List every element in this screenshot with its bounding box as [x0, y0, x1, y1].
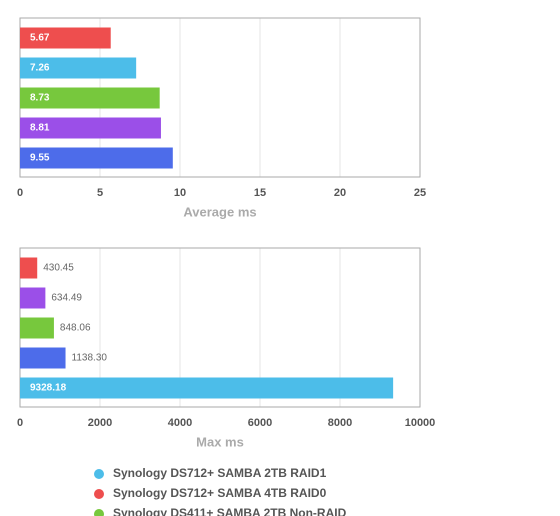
value-label: 8.81	[30, 123, 50, 134]
bar	[20, 57, 137, 79]
legend-label: Synology DS712+ SAMBA 4TB RAID0	[113, 486, 327, 500]
value-label: 430.45	[43, 263, 74, 274]
bar	[20, 377, 394, 399]
x-tick-label: 8000	[328, 417, 352, 429]
bar	[20, 257, 38, 279]
x-axis-title: Max ms	[196, 434, 244, 449]
x-tick-label: 4000	[168, 417, 192, 429]
value-label: 9328.18	[30, 383, 67, 394]
value-label: 7.26	[30, 63, 50, 74]
x-tick-label: 10	[174, 187, 186, 199]
legend-label: Synology DS712+ SAMBA 2TB RAID1	[113, 466, 327, 480]
bar	[20, 347, 66, 369]
legend-marker	[94, 509, 104, 516]
bar	[20, 117, 161, 139]
x-tick-label: 10000	[405, 417, 436, 429]
bar	[20, 27, 111, 49]
x-tick-label: 15	[254, 187, 266, 199]
x-axis-title: Average ms	[183, 204, 256, 219]
bar	[20, 87, 160, 109]
x-tick-label: 2000	[88, 417, 112, 429]
bar	[20, 317, 54, 339]
bar	[20, 147, 173, 169]
x-tick-label: 0	[17, 417, 23, 429]
value-label: 9.55	[30, 153, 50, 164]
x-tick-label: 6000	[248, 417, 272, 429]
x-tick-label: 0	[17, 187, 23, 199]
legend-marker	[94, 489, 104, 499]
value-label: 8.73	[30, 93, 50, 104]
value-label: 1138.30	[72, 353, 108, 364]
value-label: 848.06	[60, 323, 91, 334]
bar	[20, 287, 46, 309]
x-tick-label: 25	[414, 187, 426, 199]
legend-marker	[94, 469, 104, 479]
x-tick-label: 5	[97, 187, 103, 199]
x-tick-label: 20	[334, 187, 346, 199]
legend-label: Synology DS411+ SAMBA 2TB Non-RAID	[113, 506, 347, 516]
value-label: 5.67	[30, 33, 50, 44]
value-label: 634.49	[51, 293, 82, 304]
